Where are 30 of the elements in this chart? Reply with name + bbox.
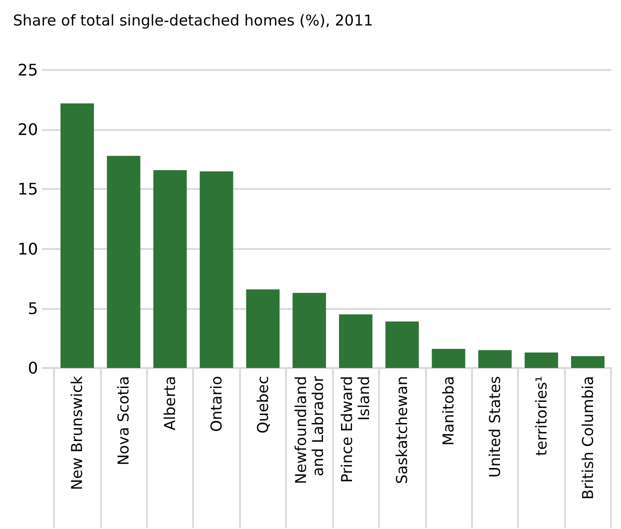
y-tick-label: 10 xyxy=(18,239,38,258)
y-tick-label: 20 xyxy=(18,120,38,140)
x-tick-label: Quebec xyxy=(254,376,272,434)
bar xyxy=(60,103,94,368)
x-tick-label: British Columbia xyxy=(578,376,597,500)
chart-title: Share of total single-detached homes (%), 2011 xyxy=(13,12,374,30)
bar xyxy=(200,171,234,368)
bar xyxy=(478,350,512,368)
y-tick-label: 5 xyxy=(28,298,38,318)
bar xyxy=(153,170,187,368)
bar xyxy=(292,292,326,368)
bar xyxy=(106,156,140,368)
x-tick-label: United States xyxy=(486,376,504,478)
bar xyxy=(571,356,604,368)
x-tick-label: territories¹ xyxy=(532,376,550,456)
y-tick-label: 15 xyxy=(18,180,38,199)
bar xyxy=(246,289,280,368)
bar xyxy=(524,352,558,368)
y-tick-label: 25 xyxy=(18,60,38,80)
bar xyxy=(385,322,419,368)
x-tick-label: Newfoundland and Labrador xyxy=(292,375,327,484)
y-tick-label: 0 xyxy=(28,358,38,378)
x-tick-label: Ontario xyxy=(207,376,226,432)
bar xyxy=(339,314,372,368)
bar xyxy=(432,348,466,368)
x-tick-label: Saskatchewan xyxy=(393,376,412,484)
x-tick-label: New Brunswick xyxy=(68,376,86,490)
x-tick-label: Alberta xyxy=(161,376,180,430)
x-tick-label: Nova Scotia xyxy=(114,376,133,466)
x-tick-label: Manitoba xyxy=(440,376,458,446)
